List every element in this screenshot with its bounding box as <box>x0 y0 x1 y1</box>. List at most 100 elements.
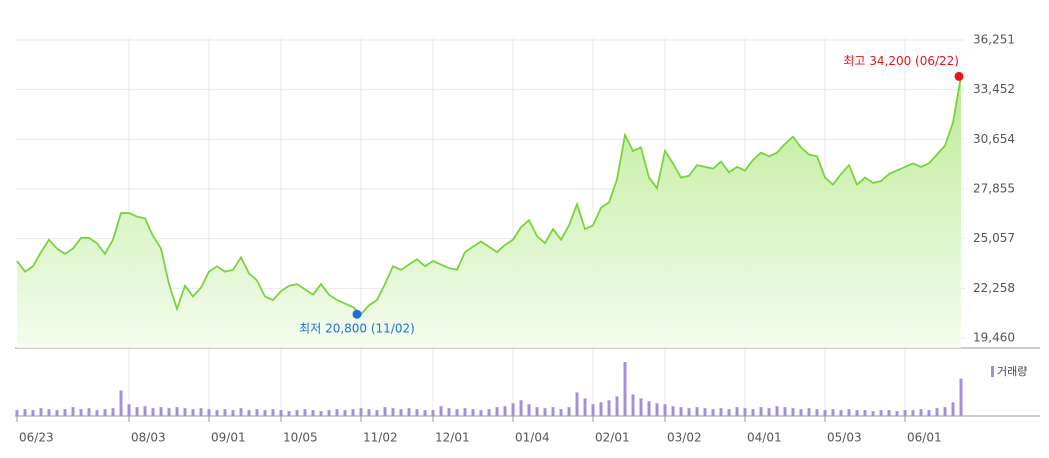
volume-bar <box>871 411 875 416</box>
volume-bar <box>447 408 451 416</box>
volume-bar <box>591 404 595 416</box>
volume-bar <box>711 409 715 416</box>
volume-bar <box>223 409 227 416</box>
volume-bar <box>287 411 291 416</box>
volume-bar <box>639 398 643 416</box>
volume-bar <box>247 410 251 416</box>
volume-bar <box>751 409 755 416</box>
y-tick-label: 30,654 <box>973 132 1015 146</box>
volume-bar <box>695 407 699 416</box>
volume-bar <box>55 410 59 416</box>
volume-bar <box>391 408 395 416</box>
volume-bar <box>327 410 331 416</box>
price-line <box>16 76 962 316</box>
volume-bar <box>71 407 75 416</box>
volume-bar <box>135 407 139 416</box>
volume-bar <box>575 392 579 416</box>
volume-bar <box>511 403 515 416</box>
volume-bar <box>351 409 355 416</box>
volume-bar <box>15 410 19 416</box>
x-tick-label: 06/01 <box>907 431 942 445</box>
volume-bar <box>79 409 83 416</box>
y-tick-label: 33,452 <box>973 82 1015 96</box>
x-tick-label: 03/02 <box>667 431 702 445</box>
x-tick-label: 12/01 <box>435 431 470 445</box>
x-tick-label: 05/03 <box>827 431 862 445</box>
y-tick-label: 27,855 <box>973 182 1015 196</box>
volume-bar <box>263 410 267 416</box>
y-tick-label: 25,057 <box>973 231 1015 245</box>
volume-bar <box>335 409 339 416</box>
volume-bar <box>527 404 531 416</box>
x-tick-label: 09/01 <box>211 431 246 445</box>
y-tick-label: 19,460 <box>973 331 1015 345</box>
x-tick-label: 11/02 <box>363 431 398 445</box>
x-tick-label: 06/23 <box>19 431 54 445</box>
volume-bar <box>935 408 939 416</box>
volume-bar <box>215 410 219 416</box>
volume-bar <box>431 410 435 416</box>
price-area <box>17 76 961 349</box>
volume-bar <box>31 410 35 416</box>
volume-bar <box>279 410 283 416</box>
volume-bar <box>359 408 363 416</box>
x-tick-label: 08/03 <box>131 431 166 445</box>
volume-bar <box>471 409 475 416</box>
volume-bar <box>463 408 467 416</box>
volume-bar <box>423 410 427 416</box>
volume-bar <box>951 402 955 416</box>
volume-bar <box>455 409 459 416</box>
volume-bar <box>799 409 803 416</box>
x-tick-label: 02/01 <box>595 431 630 445</box>
x-tick-label: 10/05 <box>283 431 318 445</box>
volume-bar <box>911 410 915 416</box>
low-marker <box>352 309 362 319</box>
volume-bar <box>319 411 323 416</box>
volume-bar <box>679 407 683 416</box>
volume-bar <box>543 408 547 416</box>
volume-bar <box>671 406 675 416</box>
volume-bar <box>111 408 115 416</box>
volume-bar <box>943 407 947 416</box>
volume-bar <box>655 403 659 416</box>
volume-bar <box>791 408 795 416</box>
volume-bar <box>703 408 707 416</box>
volume-bar <box>367 409 371 416</box>
volume-bar <box>535 407 539 416</box>
volume-bar <box>207 409 211 416</box>
volume-bar <box>103 409 107 416</box>
volume-bar <box>47 409 51 416</box>
volume-bar <box>439 406 443 416</box>
volume-bar <box>879 410 883 416</box>
volume-bar <box>487 409 491 416</box>
volume-bar <box>159 407 163 416</box>
volume-bar <box>303 409 307 416</box>
volume-bar <box>231 410 235 416</box>
volume-bar <box>775 406 779 416</box>
high-annotation: 최고 34,200 (06/22) <box>843 54 959 68</box>
volume-bar <box>631 394 635 416</box>
volume-bar <box>495 407 499 416</box>
y-tick-label: 22,258 <box>973 281 1015 295</box>
volume-bar <box>887 410 891 416</box>
volume-bar <box>831 409 835 416</box>
volume-bar <box>151 408 155 416</box>
volume-bar <box>607 400 611 416</box>
volume-bar <box>87 408 91 416</box>
volume-bar <box>663 404 667 416</box>
volume-bar <box>615 396 619 416</box>
volume-bar <box>295 410 299 416</box>
y-tick-label: 36,251 <box>973 33 1015 47</box>
x-tick-label: 04/01 <box>747 431 782 445</box>
volume-bar <box>863 410 867 416</box>
volume-bar <box>839 410 843 416</box>
volume-bar <box>63 409 67 416</box>
volume-bar <box>119 390 123 416</box>
legend-label: 거래량 <box>997 365 1027 378</box>
volume-bar <box>767 408 771 416</box>
volume-bar <box>399 409 403 416</box>
volume-bar <box>567 407 571 416</box>
volume-bar <box>255 409 259 416</box>
volume-bar <box>895 411 899 416</box>
